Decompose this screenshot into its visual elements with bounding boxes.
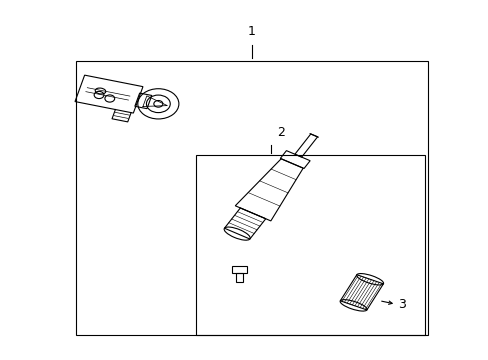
Bar xyxy=(231,266,247,273)
Text: 1: 1 xyxy=(247,25,255,38)
Bar xyxy=(195,155,425,335)
Text: 3: 3 xyxy=(398,298,406,311)
Text: 2: 2 xyxy=(277,126,285,139)
Bar xyxy=(236,273,243,282)
Bar xyxy=(76,61,427,335)
